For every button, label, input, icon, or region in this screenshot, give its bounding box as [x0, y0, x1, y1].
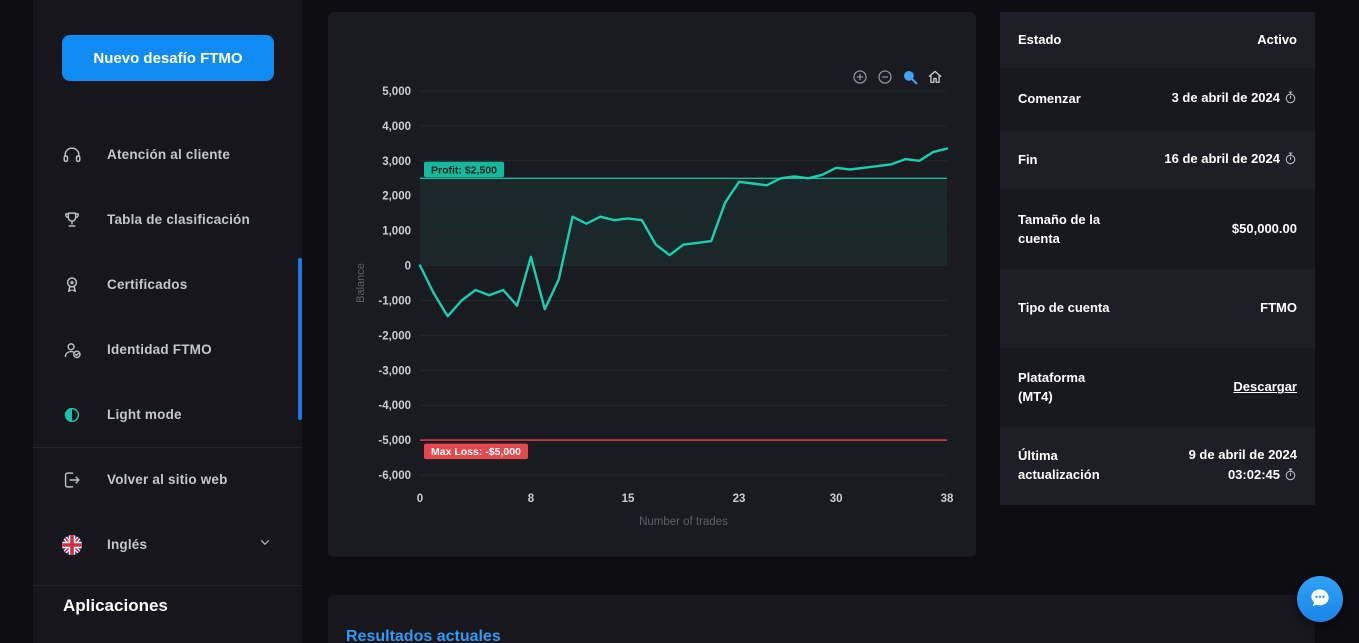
detail-label: Plataforma (MT4) [1018, 369, 1086, 404]
detail-label: Fin [1018, 152, 1038, 168]
svg-text:-2,000: -2,000 [378, 330, 411, 342]
detail-value-text: 3 de abril de 2024 [1171, 90, 1280, 106]
account-type-value: FTMO [1260, 300, 1297, 316]
light-mode-icon [61, 404, 83, 426]
table-row: Estado Activo [1000, 12, 1315, 68]
home-icon[interactable] [926, 68, 944, 86]
svg-text:15: 15 [622, 493, 635, 505]
svg-text:5,000: 5,000 [382, 86, 411, 98]
detail-label: Última actualización [1018, 448, 1100, 482]
clock-icon [1284, 90, 1297, 110]
account-details-panel: Estado Activo Comenzar 3 de abril de 202… [1000, 12, 1315, 505]
sidebar-item-label: Identidad FTMO [107, 342, 212, 357]
sidebar-item-tabla-de-clasificacion[interactable]: Tabla de clasificación [33, 187, 302, 252]
table-row: Comenzar 3 de abril de 2024 [1000, 68, 1315, 131]
svg-text:Number of trades: Number of trades [639, 516, 728, 528]
svg-text:3,000: 3,000 [382, 156, 411, 168]
sidebar-item-label: Light mode [107, 407, 182, 422]
detail-label: Tamaño de la cuenta [1018, 211, 1101, 246]
trophy-icon [61, 209, 83, 231]
svg-text:Balance: Balance [355, 263, 367, 303]
sidebar-item-label: Volver al sitio web [107, 472, 228, 487]
chart-toolbar [851, 68, 944, 86]
svg-text:4,000: 4,000 [382, 121, 411, 133]
svg-text:0: 0 [405, 261, 411, 273]
sidebar-item-language[interactable]: Inglés [33, 512, 302, 577]
table-row: Tamaño de la cuenta $50,000.00 [1000, 190, 1315, 269]
detail-value: 9 de abril de 2024 03:02:45 [1147, 445, 1297, 487]
zoom-select-icon[interactable] [901, 68, 919, 86]
new-challenge-button[interactable]: Nuevo desafío FTMO [62, 35, 274, 81]
sidebar-item-label: Certificados [107, 277, 188, 292]
headset-icon [61, 144, 83, 166]
balance-chart[interactable]: 5,000 4,000 3,000 2,000 1,000 0 -1,000 -2,000 -3… [328, 12, 976, 557]
svg-text:-3,000: -3,000 [378, 365, 411, 377]
table-row: Fin 16 de abril de 2024 [1000, 131, 1315, 190]
svg-text:Max Loss: -$5,000: Max Loss: -$5,000 [431, 446, 521, 458]
identity-icon [61, 339, 83, 361]
svg-text:-5,000: -5,000 [378, 435, 411, 447]
balance-chart-panel: 5,000 4,000 3,000 2,000 1,000 0 -1,000 -2,000 -3… [328, 12, 976, 557]
detail-label: Tipo de cuenta [1018, 300, 1110, 316]
detail-label: Estado [1018, 31, 1062, 47]
download-platform-link[interactable]: Descargar [1233, 379, 1297, 395]
sidebar-item-light-mode[interactable]: Light mode [33, 382, 302, 447]
account-size-value: $50,000.00 [1231, 221, 1297, 237]
svg-text:-1,000: -1,000 [378, 296, 411, 308]
sidebar-item-label: Inglés [107, 537, 148, 552]
svg-text:Profit: $2,500: Profit: $2,500 [431, 164, 497, 176]
table-row: Plataforma (MT4) Descargar [1000, 348, 1315, 427]
svg-text:23: 23 [733, 493, 746, 505]
sidebar: Nuevo desafío FTMO Atención al cliente [33, 0, 302, 643]
uk-flag-icon [61, 534, 83, 556]
certificate-icon [61, 274, 83, 296]
svg-text:0: 0 [417, 493, 423, 505]
detail-value: 16 de abril de 2024 [1115, 149, 1297, 171]
detail-value: Descargar [1115, 377, 1297, 397]
sidebar-scrollbar[interactable] [298, 258, 302, 420]
detail-value-text: 16 de abril de 2024 [1164, 151, 1280, 167]
svg-text:8: 8 [528, 493, 535, 505]
current-results-panel: Resultados actuales [328, 595, 1315, 643]
svg-text:-6,000: -6,000 [378, 470, 411, 482]
chevron-down-icon [258, 535, 272, 554]
svg-text:2,000: 2,000 [382, 191, 411, 203]
sidebar-item-volver-al-sitio-web[interactable]: Volver al sitio web [33, 447, 302, 512]
zoom-in-icon[interactable] [851, 68, 869, 86]
sidebar-item-identidad-ftmo[interactable]: Identidad FTMO [33, 317, 302, 382]
svg-text:-4,000: -4,000 [378, 400, 411, 412]
sidebar-item-label: Tabla de clasificación [107, 212, 250, 227]
sidebar-nav: Atención al cliente Tabla de clasificaci… [33, 122, 302, 577]
table-row: Última actualización 9 de abril de 2024 … [1000, 427, 1315, 505]
status-badge: Activo [1257, 31, 1297, 47]
chat-bubble-icon [1307, 585, 1333, 614]
chat-widget-button[interactable] [1297, 576, 1343, 622]
svg-text:1,000: 1,000 [382, 226, 411, 238]
exit-icon [61, 469, 83, 491]
clock-icon [1284, 151, 1297, 171]
detail-label: Comenzar [1018, 91, 1081, 107]
svg-text:38: 38 [941, 493, 954, 505]
detail-value-text: 9 de abril de 2024 03:02:45 [1188, 446, 1297, 482]
current-results-title: Resultados actuales [346, 628, 501, 643]
sidebar-divider [33, 447, 302, 448]
applications-section-title: Aplicaciones [63, 596, 168, 615]
sidebar-item-atencion-al-cliente[interactable]: Atención al cliente [33, 122, 302, 187]
detail-value: 3 de abril de 2024 [1115, 88, 1297, 110]
svg-text:30: 30 [830, 493, 843, 505]
sidebar-item-label: Atención al cliente [107, 147, 231, 162]
sidebar-item-certificados[interactable]: Certificados [33, 252, 302, 317]
zoom-out-icon[interactable] [876, 68, 894, 86]
sidebar-divider [33, 585, 302, 586]
table-row: Tipo de cuenta FTMO [1000, 269, 1315, 348]
clock-icon [1284, 467, 1297, 487]
